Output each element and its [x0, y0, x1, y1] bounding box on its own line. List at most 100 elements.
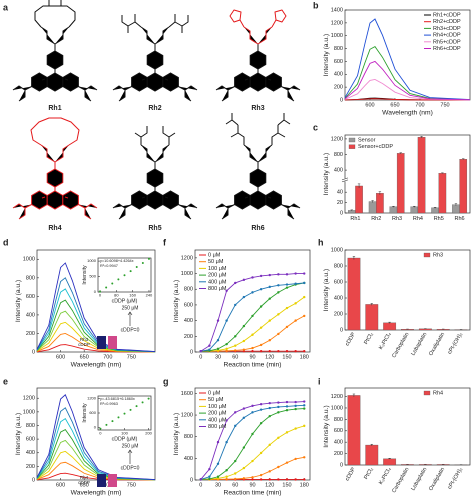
x-tick-label: 750 — [440, 102, 449, 108]
inset-r2: R²=0.9963 — [100, 402, 118, 406]
y-tick-label: 1200 — [331, 394, 343, 400]
series-line — [36, 428, 156, 481]
point — [225, 477, 228, 481]
legend-swatch — [423, 252, 431, 258]
x-tick-label: cDDP — [345, 466, 358, 482]
photo-label: cDDP — [78, 480, 90, 485]
bar — [365, 444, 379, 466]
point — [285, 461, 289, 464]
x-tick-label: Rh6 — [455, 216, 465, 222]
arrow — [127, 311, 133, 326]
point — [303, 404, 306, 407]
bar — [347, 257, 361, 331]
point — [234, 344, 237, 347]
x-tick-label: 80 — [114, 293, 119, 298]
x-tick-label: Oxaliplatin — [428, 332, 446, 357]
bar — [368, 201, 377, 214]
legend-swatch — [423, 390, 431, 396]
x-tick-label: 100 — [121, 431, 128, 436]
point — [259, 350, 263, 353]
point — [225, 419, 228, 422]
plot-frame — [36, 387, 156, 481]
y-axis-label: Intensity (a.u.) — [323, 405, 330, 447]
x-tick-label: Lobaplatin — [410, 467, 428, 492]
x-tick-label: Rh1 — [350, 216, 360, 222]
y-tick-label: 1000 — [331, 33, 343, 39]
plot-frame — [36, 249, 156, 353]
bar — [383, 322, 397, 331]
y-tick-label: 1000 — [331, 405, 343, 411]
point — [268, 350, 271, 353]
point — [135, 266, 138, 269]
point — [294, 350, 297, 353]
x-tick-label: 60 — [232, 354, 238, 360]
structure-label: Rh2 — [148, 105, 161, 112]
y-tick-label: 800 — [334, 152, 343, 158]
bar — [355, 185, 363, 214]
y-tick-label: 0 — [190, 477, 193, 483]
y-tick-label: 400 — [334, 295, 343, 301]
point — [251, 411, 254, 414]
point — [117, 416, 120, 419]
photo — [108, 336, 117, 349]
series-line — [344, 60, 471, 101]
y-tick-label: 400 — [184, 318, 193, 324]
point — [294, 407, 297, 411]
bar — [410, 206, 419, 214]
point — [234, 424, 237, 428]
point — [259, 403, 263, 406]
error-bar — [454, 203, 458, 206]
point — [268, 470, 271, 473]
structure-label: Rh6 — [251, 225, 264, 232]
series-line — [36, 418, 156, 481]
point — [294, 400, 297, 404]
arrow — [127, 449, 133, 464]
point — [251, 291, 254, 294]
x-tick-label: 60 — [232, 482, 238, 488]
x-axis-label: Wavelength (nm) — [71, 489, 122, 496]
plot-frame — [344, 134, 471, 214]
series-line — [36, 288, 156, 353]
x-tick-label: 240 — [146, 293, 153, 298]
y-tick-label: 200 — [334, 311, 343, 317]
x-tick-label: 700 — [103, 482, 112, 488]
point — [251, 404, 254, 408]
y-tick-label: 600 — [184, 302, 193, 308]
bar — [347, 395, 361, 466]
point — [251, 346, 254, 350]
legend-label: 50 μM — [208, 397, 224, 403]
error-bar — [378, 191, 382, 195]
point — [225, 475, 228, 478]
point — [216, 462, 220, 465]
y-tick-label: 800 — [334, 417, 343, 423]
x-tick-label: 30 — [215, 482, 221, 488]
point — [277, 284, 280, 287]
series-line — [36, 407, 156, 481]
x-tick-label: 200 — [145, 431, 152, 436]
annotation: cDDP=0 — [121, 465, 140, 471]
legend-label: 100 μM — [208, 404, 227, 410]
legend-label: Sensor — [358, 137, 376, 143]
y-tick-label: 800 — [334, 46, 343, 52]
point — [234, 303, 237, 307]
point — [259, 305, 263, 308]
panel-label: a — [3, 2, 9, 12]
point — [208, 348, 211, 351]
panel-label: g — [163, 376, 169, 386]
point — [285, 325, 289, 329]
inset-equation: y=-43.6815+6.1860x — [100, 397, 135, 401]
legend-label: 800 μM — [208, 286, 227, 292]
point — [285, 283, 289, 286]
panel-label: b — [313, 0, 319, 10]
y-tick-label: 0 — [340, 210, 343, 216]
error-bar — [399, 152, 402, 154]
series-line — [36, 262, 156, 352]
point — [259, 274, 263, 278]
annotation: 250 μM — [122, 443, 139, 449]
point — [141, 401, 144, 404]
y-tick-label: 40 — [337, 190, 343, 196]
x-tick-label: 650 — [80, 482, 89, 488]
bar — [431, 207, 439, 214]
error-bar — [420, 136, 423, 138]
legend-swatch — [348, 144, 356, 149]
